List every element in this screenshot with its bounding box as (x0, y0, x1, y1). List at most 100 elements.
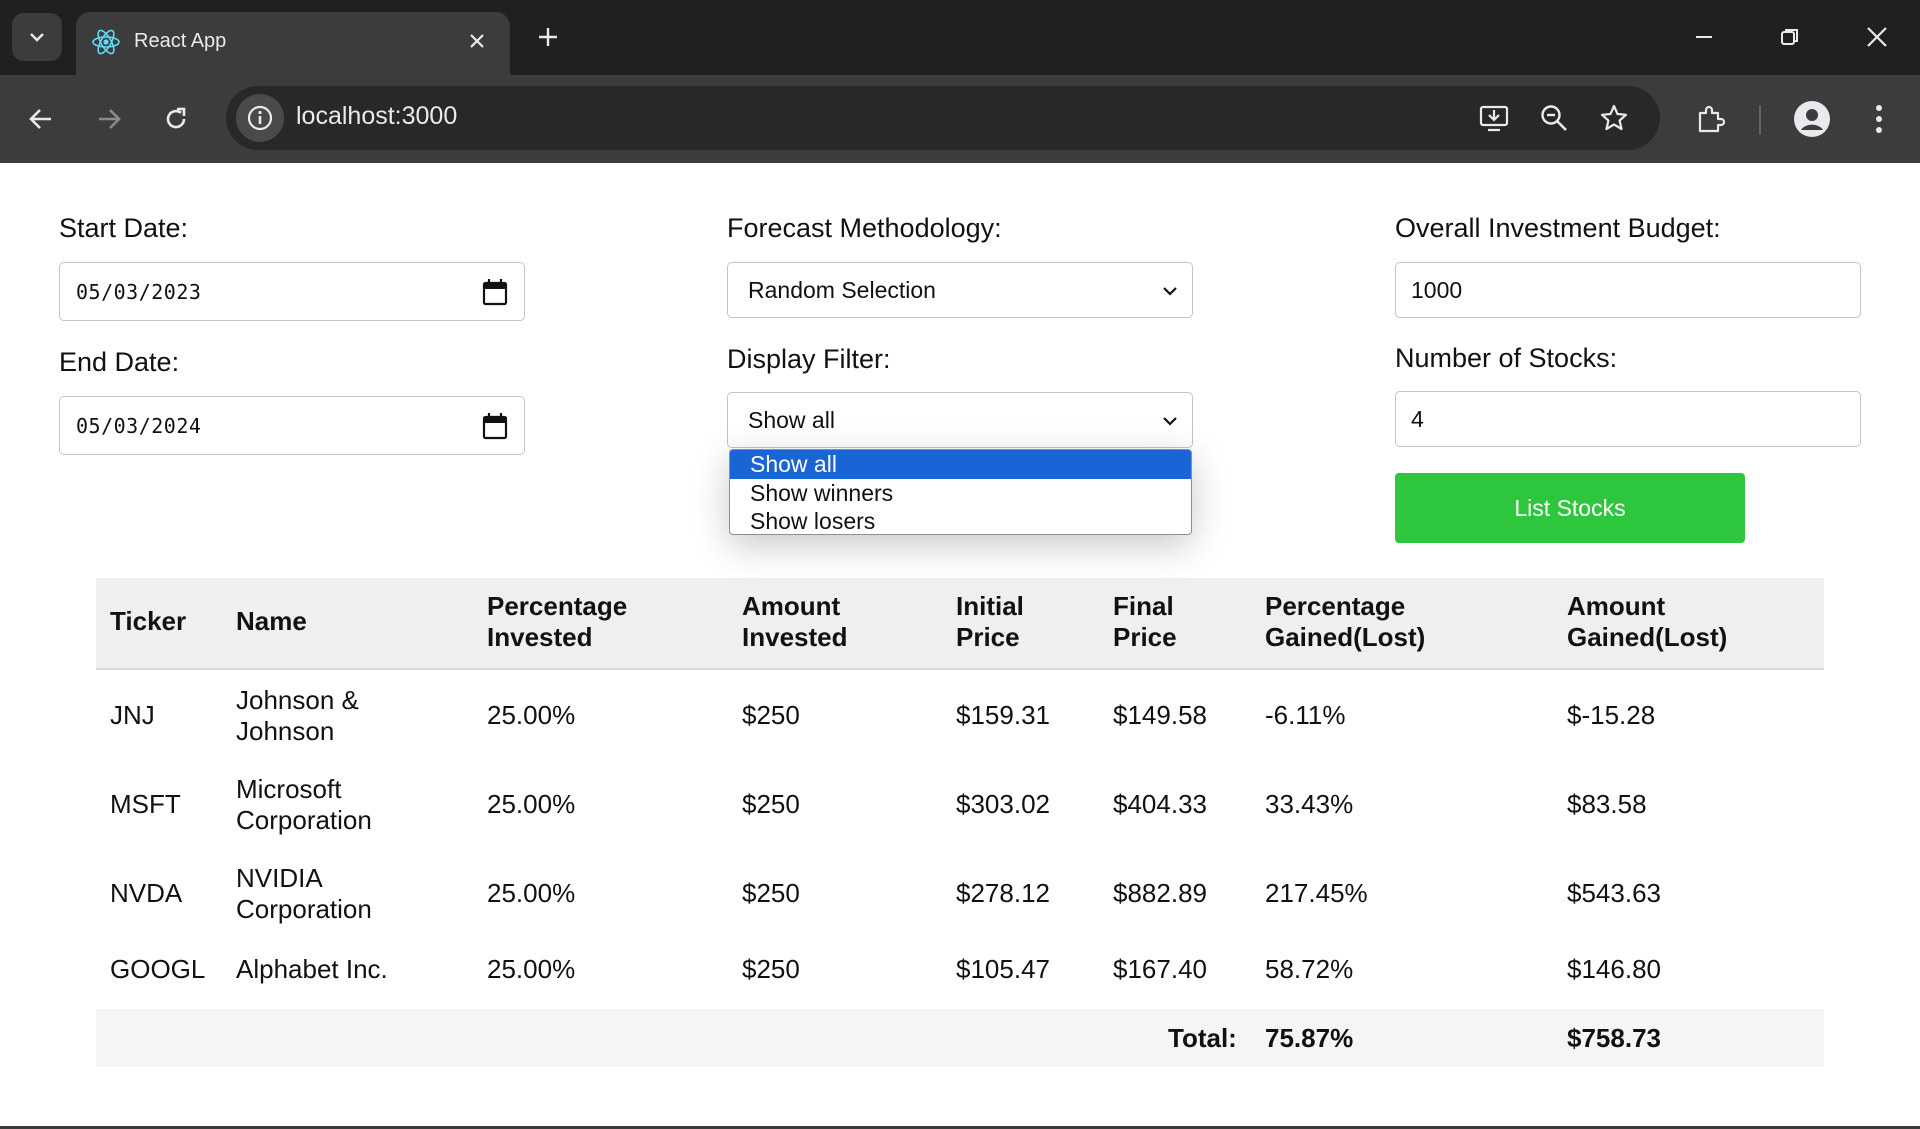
forward-button[interactable] (85, 95, 133, 143)
number-of-stocks-label: Number of Stocks: (1395, 343, 1618, 373)
calendar-icon[interactable] (482, 278, 508, 306)
cell-ticker: JNJ (110, 700, 155, 730)
cell-name: Alphabet Inc. (236, 954, 388, 984)
browser-toolbar: localhost:3000 (0, 75, 1920, 163)
table-row: NVDA NVIDIA Corporation 25.00% $250 $278.… (96, 850, 1824, 939)
cell-initial-price: $303.02 (956, 789, 1050, 819)
info-icon (247, 105, 273, 131)
cell-percentage-invested: 25.00% (487, 954, 576, 984)
cell-percentage-gained: 217.45% (1265, 878, 1368, 908)
header-initial-price: Initial Price (956, 591, 1024, 652)
cell-amount-gained: $146.80 (1567, 954, 1661, 984)
number-of-stocks-value: 4 (1411, 406, 1424, 432)
cell-percentage-gained: 58.72% (1265, 954, 1354, 984)
start-date-input[interactable]: 05/03/2023 (59, 262, 525, 321)
cell-final-price: $167.40 (1113, 954, 1207, 984)
puzzle-icon (1698, 105, 1726, 133)
budget-input[interactable]: 1000 (1395, 262, 1861, 318)
zoom-out-icon (1541, 105, 1567, 131)
close-icon (470, 34, 484, 48)
close-icon (1867, 27, 1887, 47)
install-app-button[interactable] (1474, 98, 1514, 138)
table-row: GOOGL Alphabet Inc. 25.00% $250 $105.47 … (96, 939, 1824, 1009)
browser-tab-strip: React App (0, 0, 1920, 75)
start-date-label: Start Date: (59, 213, 189, 243)
forecast-methodology-select[interactable]: Random Selection (727, 262, 1193, 318)
cell-percentage-invested: 25.00% (487, 878, 576, 908)
table-header: Ticker Name Percentage Invested Amount Inv… (96, 578, 1824, 670)
forecast-methodology-value: Random Selection (748, 277, 936, 303)
restore-button[interactable] (1760, 14, 1820, 60)
cell-amount-gained: $543.63 (1567, 878, 1661, 908)
cell-ticker: NVDA (110, 878, 183, 908)
more-vertical-icon (1876, 105, 1882, 133)
total-percentage: 75.87% (1265, 1023, 1354, 1053)
table-footer-total: Total: 75.87% $758.73 (96, 1009, 1824, 1067)
chevron-down-icon (30, 33, 44, 42)
cell-percentage-gained: 33.43% (1265, 789, 1354, 819)
header-name: Name (236, 606, 307, 636)
toolbar-separator (1759, 105, 1761, 135)
header-ticker: Ticker (110, 606, 187, 636)
cell-initial-price: $159.31 (956, 700, 1050, 730)
site-info-button[interactable] (236, 94, 284, 142)
chevron-down-icon (1163, 417, 1177, 426)
calendar-icon[interactable] (482, 412, 508, 440)
close-window-button[interactable] (1847, 14, 1907, 60)
bookmark-button[interactable] (1594, 98, 1634, 138)
back-button[interactable] (17, 95, 65, 143)
table-row: MSFT Microsoft Corporation 25.00% $250 $3… (96, 761, 1824, 850)
new-tab-button[interactable] (528, 17, 568, 57)
display-filter-select[interactable]: Show all (727, 392, 1193, 448)
option-show-all[interactable]: Show all (730, 450, 1191, 479)
header-amount-gained-lost: Amount Gained(Lost) (1567, 591, 1728, 652)
cell-amount-gained: $-15.28 (1567, 700, 1656, 730)
url-text: localhost:3000 (296, 102, 458, 130)
cell-percentage-gained: -6.11% (1265, 700, 1346, 730)
cell-name: Microsoft Corporation (236, 774, 372, 835)
start-date-value: 05/03/2023 (76, 280, 202, 304)
minimize-icon (1696, 36, 1712, 38)
cell-percentage-invested: 25.00% (487, 700, 576, 730)
minimize-button[interactable] (1674, 14, 1734, 60)
cell-initial-price: $105.47 (956, 954, 1050, 984)
table-row: JNJ Johnson & Johnson 25.00% $250 $159.31… (96, 671, 1824, 761)
tab-title: React App (134, 30, 227, 52)
reload-button[interactable] (152, 95, 200, 143)
tab-search-button[interactable] (12, 13, 62, 61)
cell-amount-gained: $83.58 (1567, 789, 1647, 819)
zoom-button[interactable] (1534, 98, 1574, 138)
arrow-left-icon (29, 109, 51, 129)
avatar-icon (1794, 101, 1830, 137)
option-show-losers[interactable]: Show losers (750, 508, 876, 534)
total-label: Total: (1168, 1023, 1237, 1053)
cell-name: NVIDIA Corporation (236, 863, 372, 924)
header-final-price: Final Price (1113, 591, 1177, 652)
tab-close-button[interactable] (460, 24, 494, 58)
address-bar[interactable]: localhost:3000 (226, 86, 1660, 150)
menu-button[interactable] (1855, 95, 1903, 143)
cell-final-price: $882.89 (1113, 878, 1207, 908)
budget-label: Overall Investment Budget: (1395, 213, 1721, 243)
cell-final-price: $149.58 (1113, 700, 1207, 730)
number-of-stocks-input[interactable]: 4 (1395, 391, 1861, 447)
display-filter-dropdown: Show all Show winners Show losers (729, 449, 1192, 535)
list-stocks-button[interactable]: List Stocks (1395, 473, 1745, 543)
end-date-input[interactable]: 05/03/2024 (59, 396, 525, 455)
cell-ticker: MSFT (110, 789, 181, 819)
total-amount: $758.73 (1567, 1023, 1661, 1053)
budget-value: 1000 (1411, 277, 1463, 303)
profile-button[interactable] (1788, 95, 1836, 143)
display-filter-value: Show all (748, 407, 835, 433)
page-content: Start Date: 05/03/2023 End Date: 05/03/2… (0, 163, 1920, 1129)
restore-icon (1781, 29, 1798, 45)
cell-amount-invested: $250 (742, 789, 800, 819)
option-show-winners[interactable]: Show winners (750, 480, 894, 506)
react-logo-icon (92, 29, 120, 55)
header-percentage-gained-lost: Percentage Gained(Lost) (1265, 591, 1426, 652)
extensions-button[interactable] (1687, 95, 1735, 143)
forecast-methodology-label: Forecast Methodology: (727, 213, 1002, 243)
reload-icon (166, 107, 186, 129)
browser-tab[interactable]: React App (76, 12, 510, 75)
cell-ticker: GOOGL (110, 954, 206, 984)
